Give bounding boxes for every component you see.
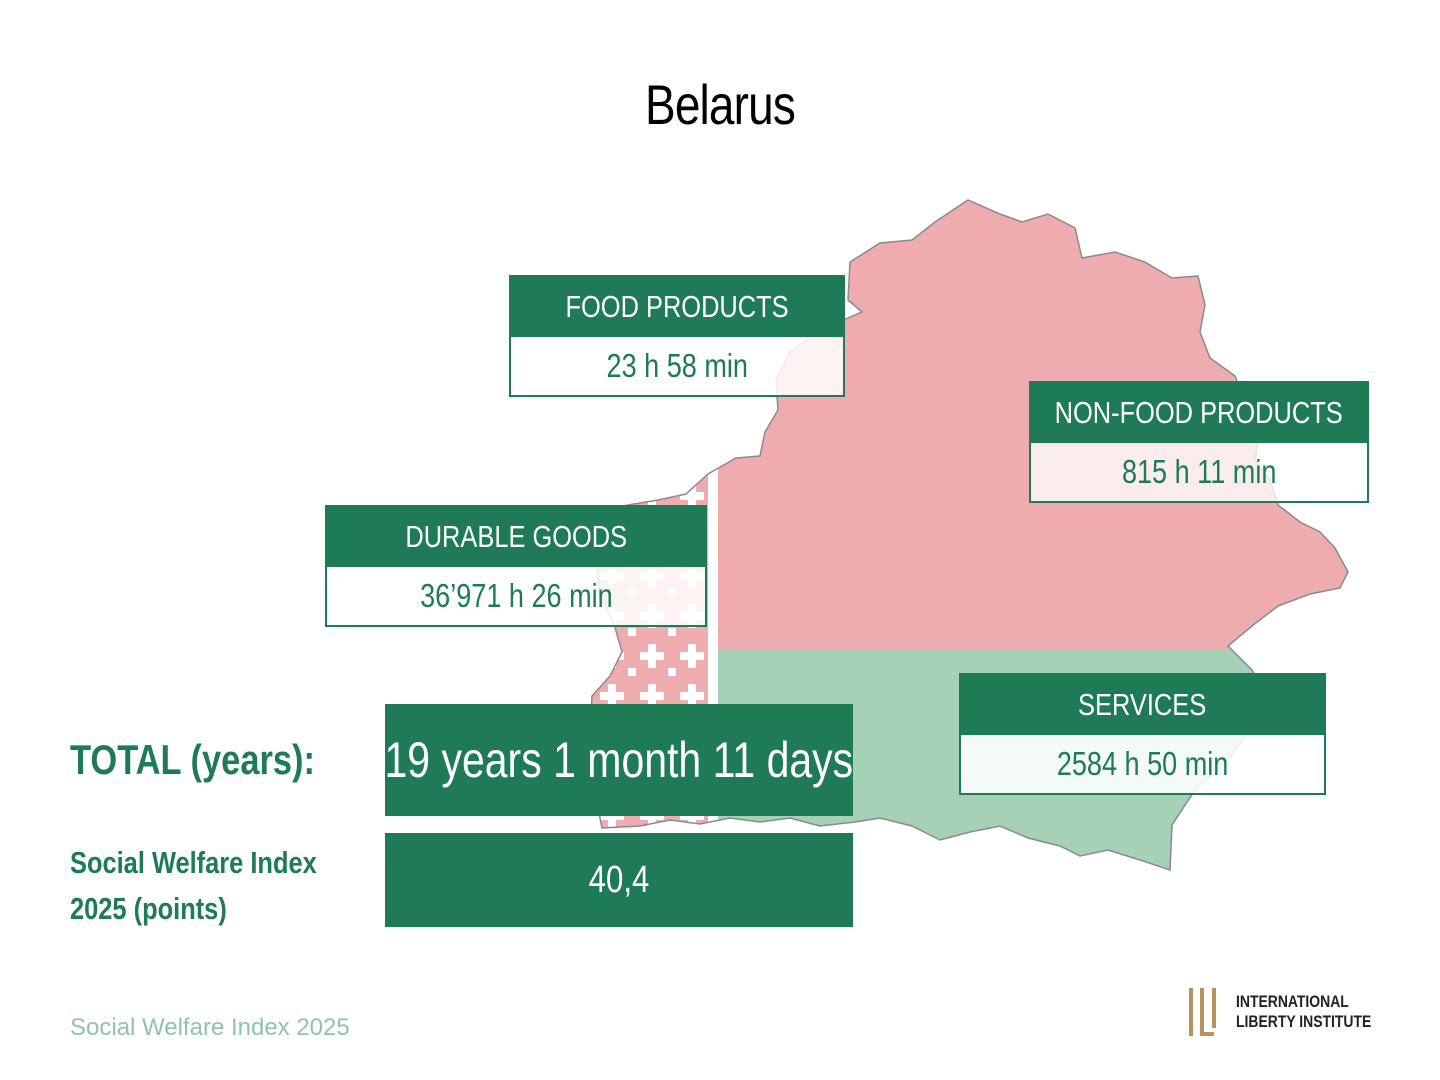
index-value: 40,4 [588, 858, 650, 901]
non-food-products-value: 815 h 11 min [1121, 453, 1277, 490]
logo-line2: LIBERTY INSTITUTE [1236, 1012, 1372, 1031]
food-products-box: FOOD PRODUCTS 23 h 58 min [509, 275, 845, 397]
services-box: SERVICES 2584 h 50 min [959, 673, 1326, 795]
ili-logo-icon [1189, 988, 1216, 1036]
total-value: 19 years 1 month 11 days [384, 732, 854, 788]
services-value: 2584 h 50 min [1056, 745, 1229, 782]
total-value-box: 19 years 1 month 11 days [385, 704, 853, 816]
non-food-products-box: NON-FOOD PRODUCTS 815 h 11 min [1029, 381, 1369, 503]
index-label-line1: Social Welfare Index [70, 845, 317, 880]
index-label: Social Welfare Index 2025 (points) [70, 840, 371, 932]
total-label: TOTAL (years): [70, 736, 315, 783]
index-value-box: 40,4 [385, 833, 853, 927]
page-title: Belarus [645, 73, 796, 136]
durable-goods-value: 36’971 h 26 min [419, 577, 613, 614]
services-label: SERVICES [1078, 687, 1207, 722]
non-food-products-label: NON-FOOD PRODUCTS [1054, 395, 1344, 430]
logo-line1: INTERNATIONAL [1236, 992, 1349, 1011]
durable-goods-label: DURABLE GOODS [405, 519, 627, 554]
food-products-label: FOOD PRODUCTS [565, 289, 789, 324]
durable-goods-box: DURABLE GOODS 36’971 h 26 min [325, 505, 707, 627]
index-label-line2: 2025 (points) [70, 891, 227, 926]
food-products-value: 23 h 58 min [606, 347, 748, 384]
footer-text: Social Welfare Index 2025 [70, 1014, 350, 1041]
logo-text: INTERNATIONAL LIBERTY INSTITUTE [1236, 992, 1401, 1032]
